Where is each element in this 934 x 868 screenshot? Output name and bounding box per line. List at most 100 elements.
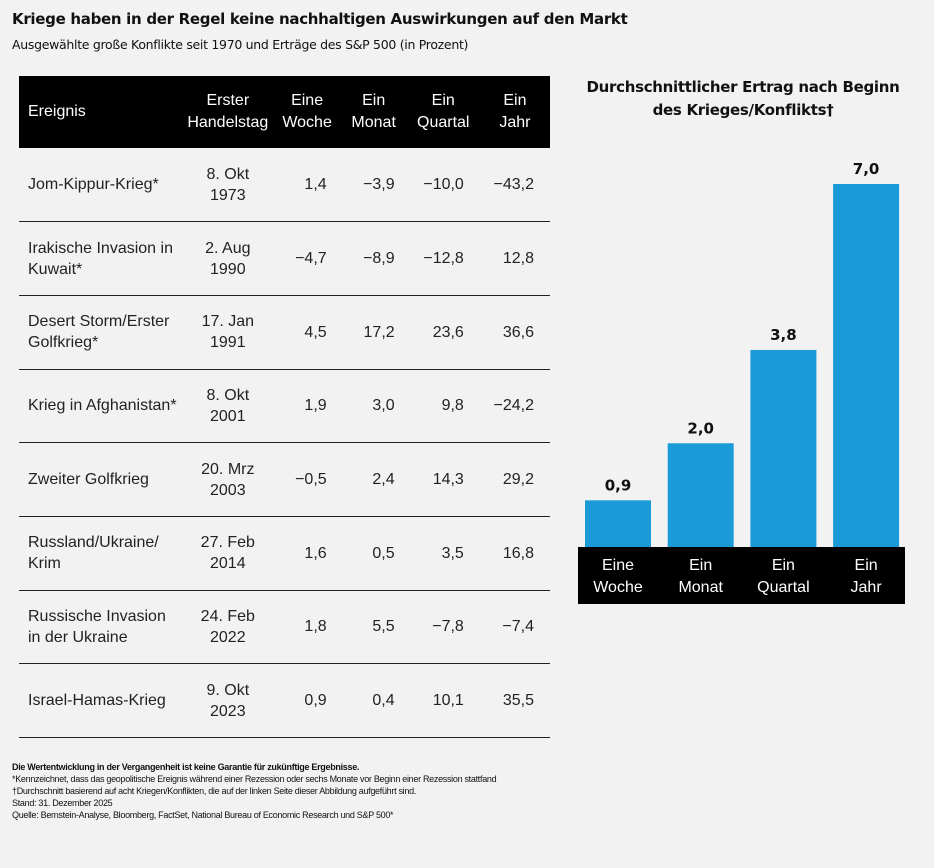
date-line: 24. Feb — [200, 607, 255, 625]
event-line: Krieg in Afghanistan* — [28, 397, 177, 415]
date-line: 2. Aug — [205, 239, 251, 257]
x-tick-label: Ein — [855, 557, 878, 574]
cell-week: −0,5 — [295, 471, 327, 489]
date-line: 8. Okt — [206, 165, 250, 183]
date-line: 2001 — [210, 407, 246, 425]
table-row: Israel-Hamas-Krieg 9. Okt 2023 0,9 0,4 10,1 35… — [19, 664, 550, 738]
cell-week: 0,9 — [304, 692, 327, 710]
table-header-row: Ereignis Erster Handelstag Eine Woche Ein Mona… — [19, 76, 550, 148]
table-row: Desert Storm/Erster Golfkrieg* 17. Jan 1991… — [19, 295, 550, 370]
x-tick-label: Monat — [678, 579, 723, 596]
date-line: 2014 — [210, 555, 246, 573]
footer-date: Stand: 31. Dezember 2025 — [12, 798, 113, 808]
event-line: Jom-Kippur-Krieg* — [28, 176, 159, 194]
cell-year: −7,4 — [502, 618, 534, 636]
table-row: Jom-Kippur-Krieg* 8. Okt 1973 1,4 −3,9 −10,0 −… — [19, 148, 550, 222]
table-row: Zweiter Golfkrieg 20. Mrz 2003 −0,5 2,4 14,3 2… — [19, 443, 550, 517]
footer-disclaimer: Die Wertentwicklung in der Vergangenheit… — [12, 762, 360, 772]
date-line: 1973 — [210, 186, 246, 204]
bar — [750, 349, 817, 547]
cell-quarter: 23,6 — [432, 323, 464, 341]
cell-month: −8,9 — [363, 250, 395, 268]
column-header: Ein Quartal — [407, 76, 480, 148]
event-line: Desert Storm/Erster — [28, 313, 170, 331]
column-header: Ein Jahr — [480, 76, 550, 148]
header-line: Ein — [503, 92, 527, 109]
table-row: Russische Invasion in der Ukraine 24. Feb 2… — [19, 590, 550, 664]
cell-date: 8. Okt 2001 — [182, 369, 273, 443]
date-line: 9. Okt — [206, 681, 250, 699]
cell-event: Zweiter Golfkrieg — [19, 443, 182, 517]
header-line: Eine — [291, 92, 324, 109]
cell-week: 4,5 — [304, 323, 327, 341]
date-line: 2023 — [210, 702, 246, 720]
header-line: Erster — [206, 92, 250, 109]
bar — [833, 184, 900, 547]
cell-event: Irakische Invasion in Kuwait* — [19, 222, 182, 296]
event-line: Irakische Invasion in — [28, 239, 173, 257]
cell-year: 29,2 — [502, 471, 534, 489]
cell-year: 35,5 — [502, 692, 534, 710]
cell-date: 17. Jan 1991 — [182, 295, 273, 369]
cell-year: −43,2 — [493, 176, 534, 194]
date-line: 27. Feb — [200, 534, 255, 552]
header-line: Ereignis — [28, 103, 86, 120]
footer: Die Wertentwicklung in der Vergangenheit… — [12, 761, 497, 821]
event-line: Kuwait* — [28, 260, 83, 278]
date-line: 20. Mrz — [201, 460, 255, 478]
header-line: Jahr — [499, 114, 531, 131]
cell-year: −24,2 — [493, 397, 534, 415]
bar — [585, 500, 651, 547]
cell-quarter: −7,8 — [432, 618, 464, 636]
data-label: 3,8 — [770, 326, 797, 344]
cell-month: 17,2 — [363, 323, 395, 341]
chart-title: Durchschnittlicher Ertrag nach Beginn de… — [586, 78, 900, 119]
event-line: Israel-Hamas-Krieg — [28, 692, 166, 710]
date-line: 17. Jan — [201, 313, 255, 331]
cell-event: Russland/Ukraine/Krim — [19, 516, 182, 590]
footer-note: *Kennzeichnet, dass das geopolitische Er… — [12, 774, 497, 784]
cell-month: 2,4 — [372, 471, 395, 489]
cell-date: 8. Okt 1973 — [182, 148, 273, 222]
cell-month: 5,5 — [372, 618, 395, 636]
cell-event: Jom-Kippur-Krieg* — [19, 148, 182, 222]
event-line: Russische Invasion — [28, 607, 166, 625]
x-tick-label: Eine — [602, 557, 634, 574]
x-tick-label: Ein — [772, 557, 795, 574]
table-row: Irakische Invasion in Kuwait* 2. Aug 1990 −4… — [19, 222, 550, 296]
x-tick-label: Ein — [689, 557, 712, 574]
footer-source: Quelle: Bernstein-Analyse, Bloomberg, Fa… — [12, 810, 394, 820]
cell-month: 0,5 — [372, 544, 395, 562]
conflicts-table: Ereignis Erster Handelstag Eine Woche Ein Mona… — [19, 76, 550, 738]
cell-date: 20. Mrz 2003 — [182, 443, 273, 517]
cell-event: Israel-Hamas-Krieg — [19, 664, 182, 738]
date-line: 2022 — [210, 628, 246, 646]
cell-year: 36,6 — [502, 323, 534, 341]
event-line: Russland/Ukraine/ — [28, 534, 159, 552]
cell-week: 1,8 — [304, 618, 327, 636]
cell-event: Krieg in Afghanistan* — [19, 369, 182, 443]
cell-quarter: −10,0 — [423, 176, 464, 194]
cell-week: 1,6 — [304, 544, 327, 562]
cell-month: 0,4 — [372, 692, 395, 710]
cell-year: 16,8 — [502, 544, 534, 562]
figure-subtitle: Ausgewählte große Konflikte seit 1970 un… — [12, 37, 469, 52]
cell-month: 3,0 — [372, 397, 395, 415]
date-line: 2003 — [210, 481, 246, 499]
event-line: Golfkrieg* — [28, 334, 99, 352]
x-tick-label: Quartal — [757, 579, 809, 596]
data-label: 7,0 — [853, 160, 880, 178]
date-line: 8. Okt — [206, 386, 250, 404]
cell-event: Russische Invasion in der Ukraine — [19, 590, 182, 664]
data-label: 0,9 — [605, 476, 632, 494]
cell-week: −4,7 — [295, 250, 327, 268]
table-row: Krieg in Afghanistan* 8. Okt 2001 1,9 3,0 9,8… — [19, 369, 550, 443]
header-line: Quartal — [417, 114, 470, 131]
column-header: Eine Woche — [274, 76, 341, 148]
column-header: Ereignis — [19, 76, 182, 148]
cell-date: 9. Okt 2023 — [182, 664, 273, 738]
header-line: Monat — [351, 114, 396, 131]
x-axis-band — [578, 547, 905, 604]
